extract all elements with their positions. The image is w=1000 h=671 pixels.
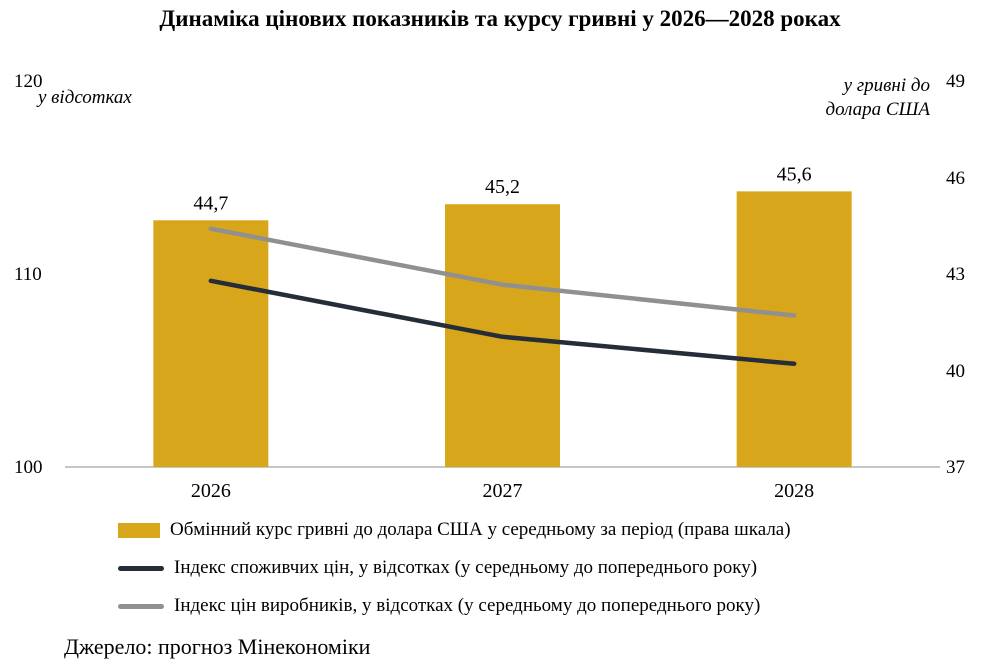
line-series (208, 278, 797, 367)
axis-tick-label: 120 (14, 71, 43, 92)
plot-area: 44,7 45,2 45,6 (65, 163, 940, 468)
x-axis-labels: 2026 2027 2028 (65, 480, 940, 508)
bar (153, 220, 269, 467)
line-series (208, 226, 797, 318)
right-axis-ticks: 49 46 43 40 37 (946, 71, 990, 478)
right-axis-caption: у гривні до долара США (825, 75, 931, 120)
legend-item-exchange-rate: Обмінний курс гривні до долара США у сер… (118, 518, 958, 542)
source-note: Джерело: прогноз Мінекономіки (64, 634, 371, 659)
x-axis-category-label: 2027 (482, 480, 523, 502)
legend-item-ppi: Індекс цін виробників, у відсотках (у се… (118, 594, 958, 618)
x-axis-category-label: 2026 (190, 480, 231, 502)
bar (736, 191, 852, 467)
axis-tick-label: 110 (14, 264, 42, 285)
axis-tick-label: 49 (946, 71, 965, 92)
legend-label-exchange-rate: Обмінний курс гривні до долара США у сер… (170, 519, 791, 540)
legend-item-cpi: Індекс споживчих цін, у відсотках (у сер… (118, 556, 958, 580)
axis-tick-label: 37 (946, 457, 965, 478)
axis-tick-label: 40 (946, 360, 965, 382)
x-axis-category-label: 2028 (774, 480, 815, 502)
legend: Обмінний курс гривні до долара США у сер… (118, 518, 958, 632)
axis-tick-label: 46 (946, 167, 965, 189)
chart-title: Динаміка цінових показників та курсу гри… (159, 6, 841, 31)
bar-swatch-icon (118, 522, 160, 538)
axis-tick-label: 100 (14, 457, 43, 478)
bar-value-label: 45,6 (777, 163, 812, 185)
legend-label-ppi: Індекс цін виробників, у відсотках (у се… (174, 595, 761, 616)
left-axis-caption: у відсотках (38, 87, 132, 108)
dark-line-swatch-icon (118, 565, 164, 571)
gray-line-swatch-icon (118, 603, 164, 609)
left-axis-ticks: 120 110 100 (14, 71, 54, 478)
legend-label-cpi: Індекс споживчих цін, у відсотках (у сер… (174, 557, 758, 578)
bar-value-label: 44,7 (193, 192, 228, 214)
bar-value-label: 45,2 (485, 176, 520, 198)
axis-tick-label: 43 (946, 264, 965, 285)
